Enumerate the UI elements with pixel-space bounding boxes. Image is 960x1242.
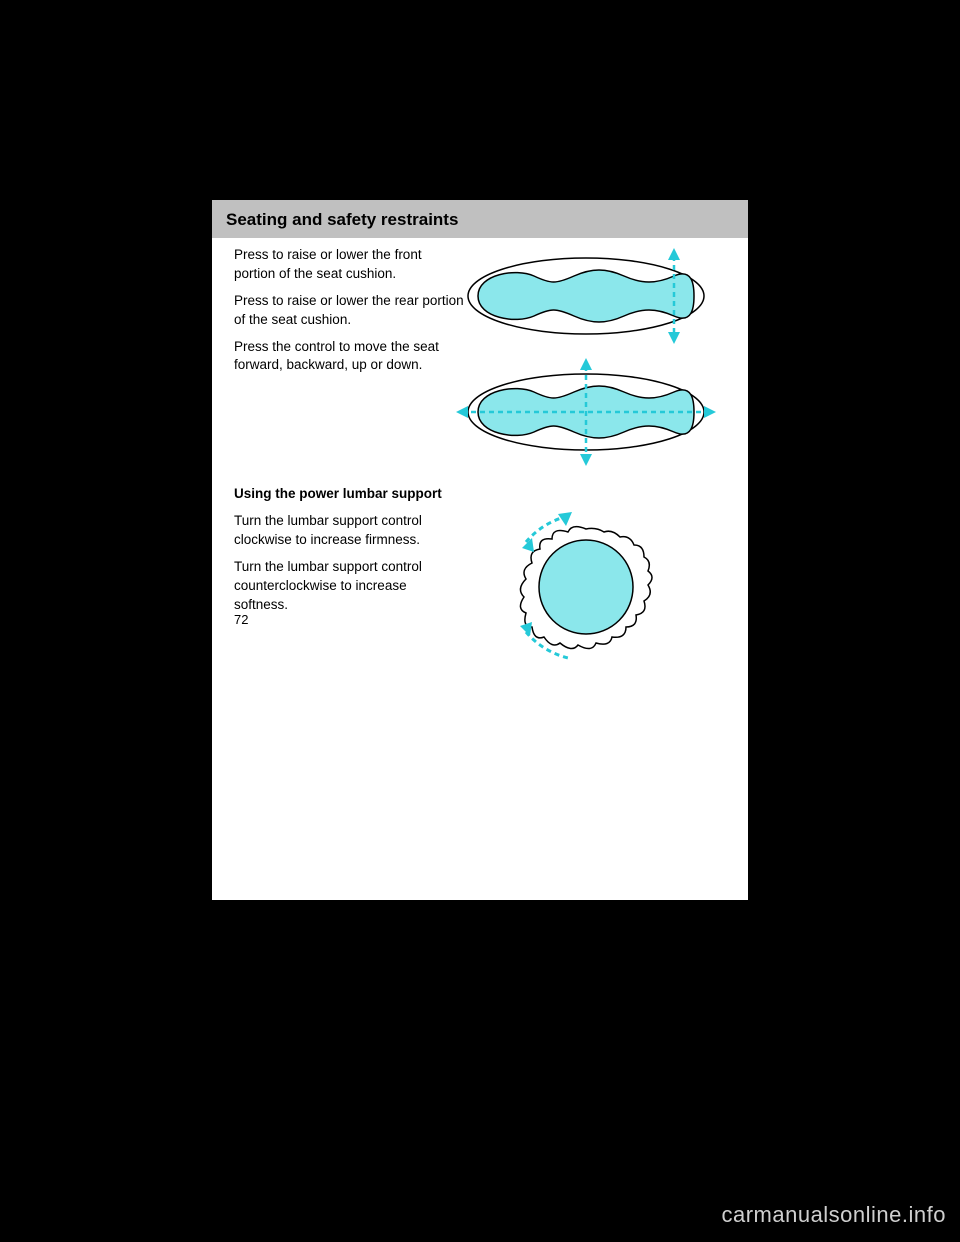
paragraph-1: Press to raise or lower the front portio… [234, 246, 464, 284]
lumbar-line-4: counterclockwise to increase softness. [234, 578, 407, 612]
paragraph-3: Press the control to move the seat forwa… [234, 338, 464, 376]
lumbar-line-1: Turn the lumbar support control [234, 513, 422, 528]
paragraph-2: Press to raise or lower the rear portion… [234, 292, 464, 330]
figure-lumbar-knob [476, 502, 676, 672]
lumbar-heading: Using the power lumbar support [234, 486, 442, 501]
manual-page: Seating and safety restraints Press to r… [212, 200, 748, 900]
figure-column [456, 246, 726, 672]
lumbar-line-3: Turn the lumbar support control [234, 559, 422, 574]
page-number: 72 [234, 612, 248, 627]
text-column: Press to raise or lower the front portio… [234, 246, 464, 615]
section-header: Seating and safety restraints [212, 200, 748, 238]
figure-seat-cushion-adjust [456, 352, 726, 472]
lumbar-line-2: clockwise to increase firmness. [234, 532, 420, 547]
watermark: carmanualsonline.info [721, 1202, 946, 1228]
figure-seat-front-tilt [456, 246, 726, 346]
section-title: Seating and safety restraints [226, 210, 458, 229]
page-content: Press to raise or lower the front portio… [212, 238, 748, 643]
